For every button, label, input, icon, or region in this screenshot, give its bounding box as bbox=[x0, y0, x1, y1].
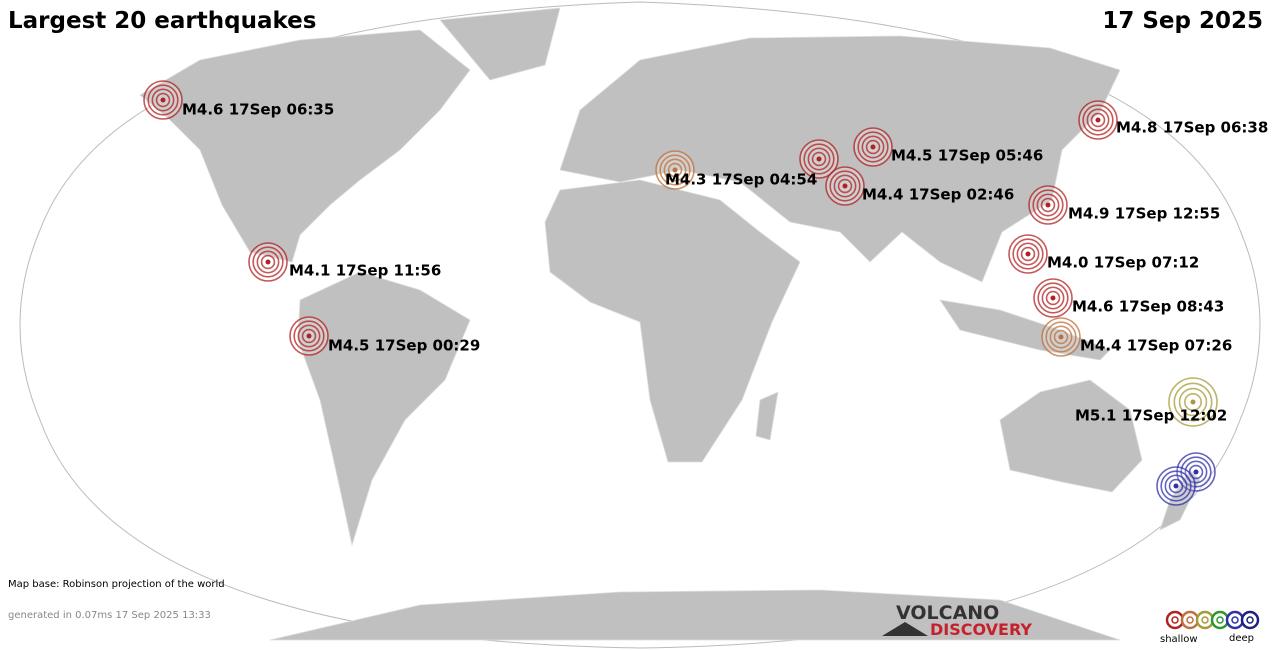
legend-swatch bbox=[1171, 616, 1179, 624]
quake-ring bbox=[1020, 246, 1036, 262]
generated: generated in 0.07ms 17 Sep 2025 13:33 bbox=[8, 610, 211, 621]
logo-text: VOLCANO bbox=[896, 602, 999, 624]
quake-ring bbox=[1173, 382, 1213, 422]
legend-label: shallow bbox=[1160, 634, 1198, 645]
quake-ring bbox=[252, 246, 284, 278]
quake-center bbox=[672, 167, 678, 173]
quake-ring bbox=[151, 88, 175, 112]
quake-center bbox=[816, 156, 822, 162]
quake-ring bbox=[667, 162, 683, 178]
quake-ring bbox=[1045, 290, 1061, 306]
quake-ring bbox=[256, 250, 280, 274]
legend-swatch bbox=[1225, 610, 1245, 630]
quake-ring bbox=[1037, 282, 1069, 314]
quake-ring bbox=[1168, 478, 1184, 494]
quake-center bbox=[1045, 202, 1051, 208]
quake-center bbox=[1095, 117, 1101, 123]
legend-swatch bbox=[1231, 616, 1239, 624]
quake-ring bbox=[803, 143, 835, 175]
quake-ring bbox=[1032, 189, 1064, 221]
logo-icon bbox=[882, 622, 928, 636]
quake-ring bbox=[807, 147, 831, 171]
quake-ring bbox=[1040, 197, 1056, 213]
quake-label: M5.1 17Sep 12:02 bbox=[1075, 407, 1227, 425]
quake-ring bbox=[1160, 470, 1192, 502]
quake-ring bbox=[837, 178, 853, 194]
quake-label: M4.9 17Sep 12:55 bbox=[1068, 205, 1220, 223]
quake-center bbox=[1050, 295, 1056, 301]
legend-swatch bbox=[1216, 616, 1224, 624]
quake-ring bbox=[1045, 321, 1077, 353]
quake-center bbox=[1193, 469, 1199, 475]
quake-ring bbox=[1012, 238, 1044, 270]
legend-swatch bbox=[1165, 610, 1185, 630]
quake-label: M4.6 17Sep 06:35 bbox=[182, 101, 334, 119]
map-base: Map base: Robinson projection of the wor… bbox=[8, 579, 225, 590]
quake-ring bbox=[1086, 108, 1110, 132]
quake-ring bbox=[1184, 393, 1202, 411]
quake-center bbox=[1190, 399, 1196, 405]
legend-label: deep bbox=[1229, 633, 1254, 644]
quake-ring bbox=[1053, 329, 1069, 345]
quake-center bbox=[1058, 334, 1064, 340]
quake-center bbox=[1025, 251, 1031, 257]
quake-ring bbox=[301, 328, 317, 344]
quake-center bbox=[160, 97, 166, 103]
quake-center bbox=[265, 259, 271, 265]
quake-ring bbox=[865, 139, 881, 155]
quake-ring bbox=[1041, 286, 1065, 310]
quake-ring bbox=[663, 158, 687, 182]
quake-ring bbox=[1184, 460, 1208, 484]
quake-ring bbox=[1082, 104, 1114, 136]
quake-ring bbox=[1164, 474, 1188, 498]
legend-swatch bbox=[1180, 610, 1200, 630]
quake-label: M4.0 17Sep 07:12 bbox=[1047, 254, 1199, 272]
quake-ring bbox=[1178, 387, 1208, 417]
quake-center bbox=[870, 144, 876, 150]
quake-ring bbox=[1049, 325, 1073, 349]
quake-label: M4.8 17Sep 06:38 bbox=[1116, 119, 1268, 137]
quake-ring bbox=[297, 324, 321, 348]
quake-ring bbox=[829, 170, 861, 202]
land bbox=[139, 7, 1201, 641]
legend-swatch bbox=[1186, 616, 1194, 624]
quake-ring bbox=[147, 84, 179, 116]
quake-ring bbox=[857, 131, 889, 163]
date: 17 Sep 2025 bbox=[1102, 8, 1263, 34]
quake-ring bbox=[1090, 112, 1106, 128]
quake-ring bbox=[260, 254, 276, 270]
quake-label: M4.1 17Sep 11:56 bbox=[289, 262, 441, 280]
title: Largest 20 earthquakes bbox=[8, 8, 316, 34]
quake-label: M4.6 17Sep 08:43 bbox=[1072, 298, 1224, 316]
quake-ring bbox=[811, 151, 827, 167]
quake-label: M4.5 17Sep 00:29 bbox=[328, 337, 480, 355]
quake-label: M4.4 17Sep 07:26 bbox=[1080, 337, 1232, 355]
logo-text: DISCOVERY bbox=[930, 620, 1032, 639]
quake-ring bbox=[861, 135, 885, 159]
quake-label: M4.4 17Sep 02:46 bbox=[862, 186, 1014, 204]
legend-swatch bbox=[1210, 610, 1230, 630]
quake-center bbox=[1173, 483, 1179, 489]
quake-ring bbox=[1036, 193, 1060, 217]
legend-swatch bbox=[1195, 610, 1215, 630]
quake-ring bbox=[155, 92, 171, 108]
quake-center bbox=[842, 183, 848, 189]
quake-label: M4.3 17Sep 04:54 bbox=[665, 171, 817, 189]
legend-swatch bbox=[1201, 616, 1209, 624]
legend-swatch bbox=[1240, 610, 1260, 630]
quake-label: M4.5 17Sep 05:46 bbox=[891, 147, 1043, 165]
quake-ring bbox=[1016, 242, 1040, 266]
quake-center bbox=[306, 333, 312, 339]
legend-swatch bbox=[1246, 616, 1254, 624]
quake-ring bbox=[659, 154, 691, 186]
quake-ring bbox=[293, 320, 325, 352]
quake-ring bbox=[833, 174, 857, 198]
